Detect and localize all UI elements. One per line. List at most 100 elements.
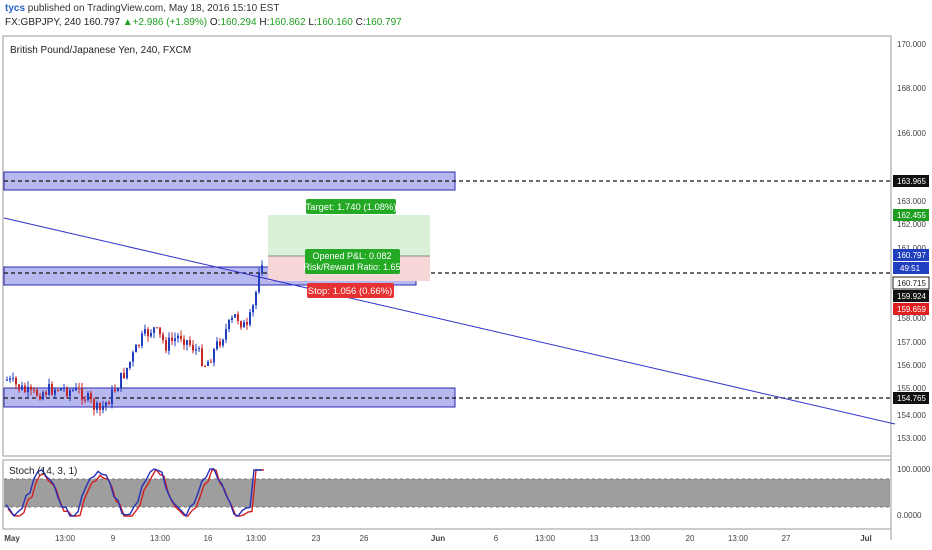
candle-body	[237, 314, 239, 322]
price-badge	[893, 175, 929, 187]
time-label: 9	[111, 534, 116, 543]
candle-body	[102, 406, 104, 410]
chart-title: British Pound/Japanese Yen, 240, FXCM	[10, 45, 192, 56]
candle-body	[21, 385, 23, 390]
high-label: H:	[259, 17, 270, 28]
candle-body	[159, 327, 161, 335]
candle-body	[174, 338, 176, 341]
main-pane[interactable]	[2, 35, 892, 457]
candlestick-series	[6, 260, 263, 416]
price-badge	[893, 262, 929, 274]
candle-body	[165, 340, 167, 351]
candle-body	[255, 291, 257, 306]
price-badge-text: 162.455	[897, 211, 926, 220]
candle-body	[201, 348, 203, 366]
candle-body	[192, 344, 194, 351]
candle-body	[249, 312, 251, 325]
time-label: 13	[590, 534, 599, 543]
candle-body	[144, 329, 146, 334]
pnl-label-box	[305, 249, 400, 274]
ohlc-line: FX:GBPJPY, 240 160.797 ▲+2.986 (+1.89%) …	[5, 17, 402, 28]
target-label-box	[306, 199, 396, 214]
price-tick: 155.000	[897, 384, 926, 393]
price-tick: 158.000	[897, 314, 926, 323]
candle-body	[234, 314, 236, 318]
time-label: 13:00	[55, 534, 76, 543]
pnl-label: Opened P&L: 0.082	[312, 251, 391, 261]
candle-body	[258, 273, 260, 292]
candle-body	[27, 386, 29, 393]
time-label: 16	[204, 534, 213, 543]
candle-body	[75, 387, 77, 391]
price-badge	[893, 290, 929, 302]
candle-body	[153, 327, 155, 334]
candle-body	[231, 317, 233, 320]
candle-body	[69, 390, 71, 397]
stoch-tick: 100.0000	[897, 465, 931, 474]
candle-body	[177, 335, 179, 339]
stoch-band	[4, 479, 890, 507]
candle-body	[162, 334, 164, 341]
candle-body	[120, 372, 122, 389]
stop-label: Stop: 1.056 (0.66%)	[308, 286, 393, 297]
time-label: Jun	[431, 534, 445, 543]
symbol-label: FX:GBPJPY, 240	[5, 17, 81, 28]
author-link[interactable]: tycs	[5, 3, 26, 14]
price-badge-text: 154.765	[897, 394, 926, 403]
open-value: 160.294	[220, 17, 257, 28]
candle-body	[225, 329, 227, 340]
candle-body	[147, 329, 149, 337]
price-tick: 170.000	[897, 40, 926, 49]
candle-body	[240, 321, 242, 328]
candle-body	[78, 387, 80, 389]
publish-line: tycs published on TradingView.com, May 1…	[5, 3, 279, 14]
candle-body	[84, 399, 86, 401]
close-label: C:	[355, 17, 366, 28]
candle-body	[123, 372, 125, 379]
candle-body	[186, 340, 188, 345]
candle-body	[72, 390, 74, 392]
candle-body	[12, 377, 14, 379]
candle-body	[42, 392, 44, 400]
candle-body	[54, 389, 56, 395]
candle-body	[141, 333, 143, 346]
time-label: May	[4, 534, 20, 543]
candle-body	[51, 384, 53, 395]
price-tick: 154.000	[897, 411, 926, 420]
candle-body	[216, 341, 218, 350]
price-badge	[893, 392, 929, 404]
candle-body	[39, 395, 41, 400]
candle-body	[222, 339, 224, 346]
time-label: 13:00	[728, 534, 749, 543]
close-value: 160.797	[365, 17, 402, 28]
candle-body	[114, 389, 116, 392]
publish-text: published on TradingView.com, May 18, 20…	[27, 3, 280, 14]
stop-label-box	[307, 283, 394, 298]
time-label: Jul	[860, 534, 872, 543]
time-label: 13:00	[630, 534, 651, 543]
target-label: Target: 1.740 (1.08%)	[305, 202, 396, 213]
candle-body	[99, 402, 101, 410]
candle-body	[60, 388, 62, 391]
open-label: O:	[209, 17, 221, 28]
candle-body	[246, 322, 248, 325]
price-badge-text: 160.797	[897, 251, 926, 260]
candle-body	[6, 379, 8, 381]
trendline[interactable]	[3, 217, 896, 425]
candle-body	[57, 389, 59, 391]
candle-body	[138, 344, 140, 346]
candle-body	[18, 384, 20, 390]
price-badge-text: 160.715	[897, 279, 926, 288]
candle-body	[9, 378, 11, 380]
price-badge	[893, 209, 929, 221]
price-badge-text: 159.924	[897, 292, 926, 301]
candle-body	[168, 337, 170, 351]
price-badge-text: 163.965	[897, 177, 926, 186]
time-label: 27	[782, 534, 791, 543]
price-tick: 153.000	[897, 434, 926, 443]
candle-body	[198, 348, 200, 350]
candle-body	[87, 393, 89, 400]
candle-body	[81, 388, 83, 400]
candle-body	[219, 341, 221, 346]
